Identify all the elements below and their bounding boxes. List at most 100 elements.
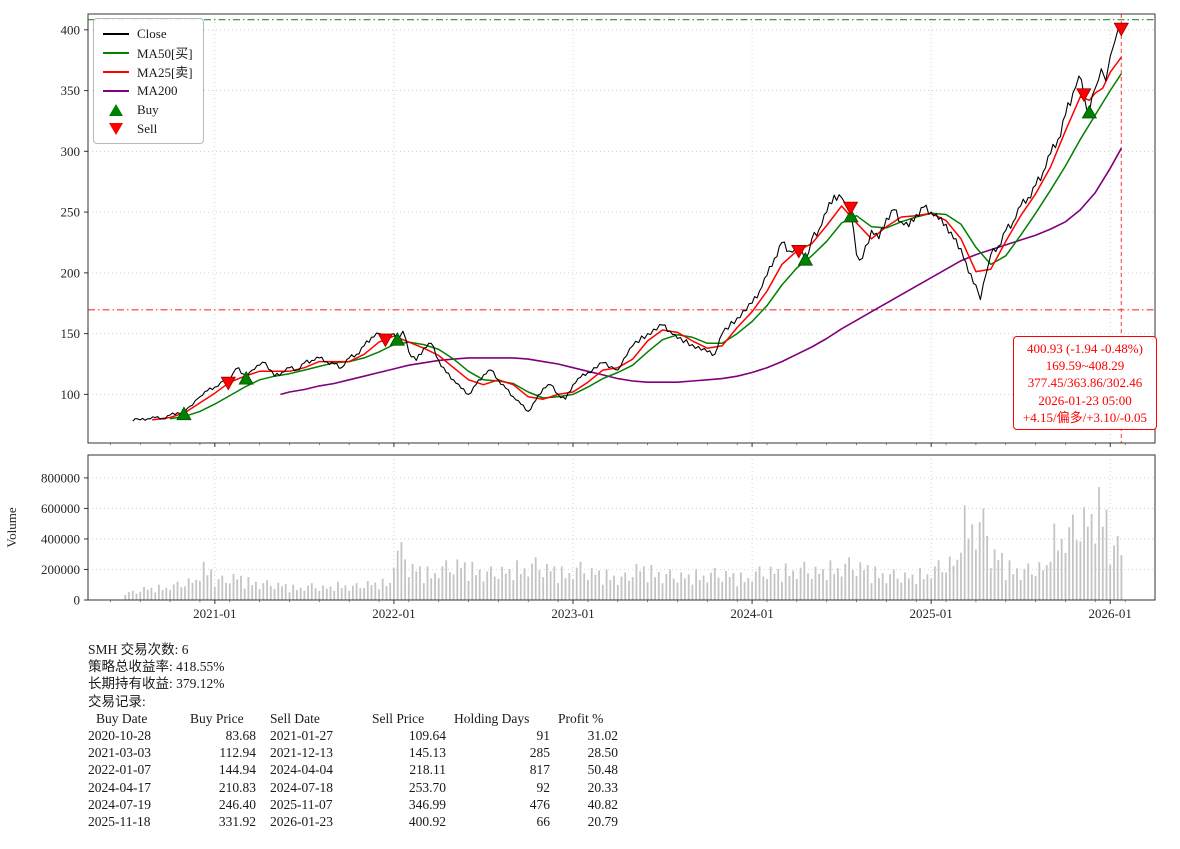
volume-bars bbox=[124, 487, 1123, 601]
buy-marker bbox=[797, 251, 814, 266]
table-cell: 112.94 bbox=[219, 745, 256, 761]
table-row: 2024-07-19 246.40 2025-11-07 346.99 476 40.82 bbox=[88, 796, 618, 813]
series-close bbox=[132, 24, 1122, 422]
column-header: Sell Date bbox=[270, 710, 320, 726]
table-cell: 50.48 bbox=[587, 762, 618, 778]
table-cell: 285 bbox=[529, 745, 550, 761]
price-volume-chart: 100 150 200 250 300 350 400 0 200000 400000 600000… bbox=[4, 13, 1156, 621]
series-ma25 bbox=[152, 56, 1122, 421]
svg-text:2022-01: 2022-01 bbox=[372, 606, 415, 621]
svg-text:2026-01: 2026-01 bbox=[1089, 606, 1132, 621]
buy-triangle-icon bbox=[109, 103, 123, 116]
annotation-line: 400.93 (-1.94 -0.48%) bbox=[1027, 341, 1143, 356]
annotation-line: 377.45/363.86/302.46 bbox=[1027, 375, 1143, 391]
legend-label: MA200 bbox=[137, 82, 178, 98]
annotation-line: 169.59~408.29 bbox=[1045, 358, 1125, 374]
svg-text:300: 300 bbox=[61, 144, 81, 159]
trade-table-body: 2020-10-28 83.68 2021-01-27 109.64 91 31.02 20… bbox=[88, 727, 618, 830]
sell-marker bbox=[1076, 88, 1092, 103]
annotation-line: 2026-01-23 05:00 bbox=[1038, 392, 1132, 408]
table-cell: 2026-01-23 bbox=[270, 814, 333, 830]
legend-item-close: Close bbox=[102, 24, 193, 43]
sell-triangle-icon bbox=[109, 122, 123, 135]
column-header: Profit % bbox=[558, 710, 604, 726]
trade-records-table: Buy Date Buy Price Sell Date Sell Price Hold… bbox=[88, 710, 618, 830]
svg-text:400000: 400000 bbox=[41, 531, 80, 546]
table-cell: 145.13 bbox=[408, 745, 446, 761]
table-cell: 2021-03-03 bbox=[88, 745, 151, 761]
legend-item-ma50: MA50[买] bbox=[102, 43, 193, 62]
legend-label: Close bbox=[137, 25, 167, 41]
table-cell: 144.94 bbox=[218, 762, 256, 778]
table-cell: 83.68 bbox=[225, 728, 256, 744]
svg-text:600000: 600000 bbox=[41, 501, 80, 516]
legend-line-swatch bbox=[102, 32, 130, 35]
trade-summary: SMH 交易次数: 6 策略总收益率: 418.55% 长期持有收益: 379.… bbox=[88, 641, 618, 830]
svg-text:2023-01: 2023-01 bbox=[551, 606, 594, 621]
legend-label: Sell bbox=[137, 120, 158, 136]
table-row: 2022-01-07 144.94 2024-04-04 218.11 817 50.48 bbox=[88, 761, 618, 778]
buy-marker bbox=[389, 331, 406, 346]
sell-marker bbox=[842, 201, 859, 216]
legend-line-sample bbox=[103, 70, 129, 73]
column-header: Buy Price bbox=[190, 710, 244, 726]
svg-text:200000: 200000 bbox=[41, 562, 80, 577]
legend-line-swatch bbox=[102, 89, 130, 92]
axis-labels: 100 150 200 250 300 350 400 0 200000 400000 600000… bbox=[4, 22, 1132, 621]
trade-table-header: Buy Date Buy Price Sell Date Sell Price Hold… bbox=[88, 710, 618, 727]
svg-text:2024-01: 2024-01 bbox=[730, 606, 773, 621]
svg-text:400: 400 bbox=[61, 22, 81, 37]
grid-lines bbox=[88, 14, 1155, 601]
sell-marker bbox=[791, 244, 807, 259]
buy-marker bbox=[238, 370, 254, 385]
table-cell: 476 bbox=[529, 796, 550, 812]
legend-line-swatch bbox=[102, 51, 130, 54]
table-cell: 2021-01-27 bbox=[270, 728, 333, 744]
svg-text:800000: 800000 bbox=[41, 470, 80, 485]
table-cell: 331.92 bbox=[218, 814, 256, 830]
svg-text:250: 250 bbox=[61, 205, 81, 220]
legend-label: MA25[卖] bbox=[137, 65, 193, 80]
sell-marker bbox=[1113, 22, 1129, 37]
table-cell: 2024-04-04 bbox=[270, 762, 333, 778]
price-plot-border bbox=[87, 13, 1156, 444]
sell-marker bbox=[220, 376, 236, 391]
annotation-line: +4.15/偏多/+3.10/-0.05 bbox=[1022, 409, 1147, 425]
svg-text:2021-01: 2021-01 bbox=[193, 606, 236, 621]
svg-text:100: 100 bbox=[61, 387, 81, 402]
table-cell: 2020-10-28 bbox=[88, 728, 151, 744]
table-cell: 817 bbox=[529, 762, 550, 778]
table-cell: 2022-01-07 bbox=[88, 762, 151, 778]
series-ma50 bbox=[169, 73, 1122, 420]
table-cell: 2024-07-18 bbox=[270, 779, 333, 795]
hold-return-line: 长期持有收益: 379.12% bbox=[88, 676, 225, 692]
svg-text:0: 0 bbox=[74, 593, 81, 608]
table-cell: 210.83 bbox=[218, 779, 256, 795]
table-cell: 2025-11-18 bbox=[88, 814, 151, 830]
volume-axis-label: Volume bbox=[4, 507, 19, 547]
table-cell: 20.79 bbox=[587, 814, 618, 830]
trade-markers bbox=[176, 22, 1129, 421]
svg-text:200: 200 bbox=[61, 265, 81, 280]
table-row: 2021-03-03 112.94 2021-12-13 145.13 285 28.50 bbox=[88, 744, 618, 761]
sell-marker bbox=[377, 333, 394, 348]
legend-item-ma200: MA200 bbox=[102, 81, 193, 100]
series-ma200 bbox=[280, 147, 1122, 396]
table-cell: 2024-07-19 bbox=[88, 796, 151, 812]
table-cell: 109.64 bbox=[408, 728, 446, 744]
svg-text:2025-01: 2025-01 bbox=[909, 606, 952, 621]
records-label: 交易记录: bbox=[88, 693, 146, 709]
table-cell: 2024-04-17 bbox=[88, 779, 151, 795]
buy-marker bbox=[843, 208, 859, 223]
table-row: 2025-11-18 331.92 2026-01-23 400.92 66 20.79 bbox=[88, 813, 618, 830]
buy-marker bbox=[1081, 104, 1098, 119]
column-header: Buy Date bbox=[96, 710, 148, 726]
table-cell: 246.40 bbox=[218, 796, 256, 812]
svg-text:150: 150 bbox=[61, 326, 81, 341]
legend-marker-swatch bbox=[102, 122, 130, 135]
legend-item-ma25: MA25[卖] bbox=[102, 62, 193, 81]
legend-line-sample bbox=[103, 51, 129, 54]
legend-line-sample bbox=[103, 89, 129, 92]
strategy-return-line: 策略总收益率: 418.55% bbox=[88, 659, 225, 675]
